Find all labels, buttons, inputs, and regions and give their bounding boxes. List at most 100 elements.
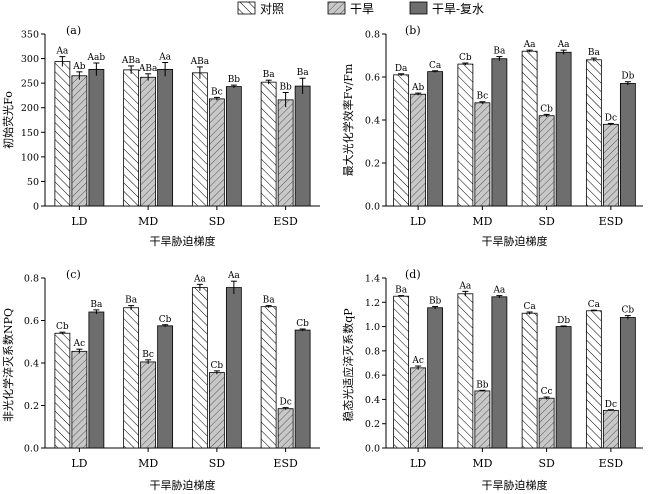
significance-label: Ca bbox=[523, 302, 536, 312]
bar-control bbox=[521, 312, 538, 449]
y-tick-label: 0.4 bbox=[24, 359, 39, 370]
significance-label: Da bbox=[395, 64, 408, 74]
bar-rewater bbox=[427, 307, 444, 449]
bar-drought bbox=[277, 99, 294, 207]
y-tick-label: 0.8 bbox=[365, 346, 380, 357]
significance-label: Cb bbox=[296, 319, 309, 329]
panel-a: 050100150200250300350LDAaAbAabMDABaABaAa… bbox=[1, 24, 320, 248]
y-tick-label: 0.6 bbox=[365, 371, 380, 382]
y-tick-label: 0.8 bbox=[24, 274, 39, 285]
significance-label: Aa bbox=[523, 40, 536, 50]
significance-label: Ba bbox=[125, 296, 138, 306]
y-tick-label: 0.8 bbox=[365, 30, 380, 41]
panel-label: (a) bbox=[66, 24, 81, 37]
legend-label-drought: 干旱 bbox=[350, 2, 374, 16]
bar-drought bbox=[208, 98, 225, 207]
bar-rewater bbox=[294, 85, 311, 207]
bar-control bbox=[123, 69, 140, 207]
significance-label: Ab bbox=[411, 83, 424, 93]
bar-rewater bbox=[157, 68, 174, 207]
bar-rewater bbox=[88, 311, 105, 449]
y-tick-label: 250 bbox=[21, 79, 39, 90]
x-category-label: SD bbox=[538, 457, 555, 470]
y-tick-label: 0.0 bbox=[365, 444, 380, 455]
significance-label: Ca bbox=[429, 61, 442, 71]
bar-control bbox=[585, 310, 602, 449]
y-tick-label: 1.2 bbox=[365, 298, 380, 309]
significance-label: Aa bbox=[492, 286, 505, 296]
y-tick-label: 0.2 bbox=[365, 419, 380, 430]
significance-label: Ab bbox=[72, 62, 85, 72]
x-category-label: ESD bbox=[273, 457, 298, 470]
bar-control bbox=[457, 63, 474, 207]
y-axis-title: 非光化学淬灭系数NPQ bbox=[1, 308, 15, 422]
significance-label: Db bbox=[621, 72, 634, 82]
y-axis-title: 最大光化学效率Fv/Fm bbox=[341, 63, 355, 176]
bar-rewater bbox=[555, 326, 572, 449]
significance-label: Aab bbox=[87, 53, 106, 63]
significance-label: Dc bbox=[279, 398, 291, 408]
bar-drought bbox=[602, 123, 619, 207]
legend-label-control: 对照 bbox=[260, 2, 284, 16]
significance-label: Cc bbox=[541, 387, 553, 397]
y-tick-label: 100 bbox=[21, 152, 39, 163]
significance-label: Cb bbox=[459, 53, 472, 63]
x-axis-title: 干旱胁迫梯度 bbox=[150, 234, 216, 248]
x-category-label: LD bbox=[71, 457, 87, 470]
significance-label: Bb bbox=[279, 82, 292, 92]
panel-label: (c) bbox=[66, 268, 81, 281]
x-category-label: LD bbox=[71, 215, 87, 228]
significance-label: Ba bbox=[493, 47, 506, 57]
bar-rewater bbox=[427, 71, 444, 207]
bar-control bbox=[457, 293, 474, 449]
significance-label: Ac bbox=[73, 339, 86, 349]
x-category-label: LD bbox=[410, 457, 426, 470]
y-tick-label: 50 bbox=[27, 177, 39, 188]
significance-label: ABa bbox=[190, 57, 210, 67]
significance-label: Bc bbox=[477, 92, 489, 102]
bar-drought bbox=[410, 93, 427, 207]
significance-label: Ba bbox=[263, 70, 276, 80]
significance-label: Db bbox=[557, 316, 570, 326]
significance-label: Ba bbox=[90, 300, 103, 310]
x-category-label: LD bbox=[410, 215, 426, 228]
bar-control bbox=[191, 72, 208, 207]
y-tick-label: 1.4 bbox=[365, 274, 380, 285]
x-category-label: MD bbox=[472, 215, 492, 228]
bar-rewater bbox=[619, 83, 636, 207]
bar-drought bbox=[277, 408, 294, 449]
x-axis-title: 干旱胁迫梯度 bbox=[150, 478, 216, 492]
legend-item-drought: 干旱 bbox=[327, 1, 374, 16]
significance-label: ABa bbox=[121, 56, 141, 66]
legend-item-control: 对照 bbox=[237, 1, 284, 16]
significance-label: Ba bbox=[588, 48, 601, 58]
bar-rewater bbox=[88, 68, 105, 207]
significance-label: Aa bbox=[557, 40, 570, 50]
x-category-label: MD bbox=[472, 457, 492, 470]
y-axis-title: 稳态光适应淬灭系数qP bbox=[341, 308, 355, 422]
y-tick-label: 0.6 bbox=[365, 73, 380, 84]
significance-label: Dc bbox=[605, 400, 617, 410]
significance-label: Aa bbox=[158, 53, 171, 63]
significance-label: Aa bbox=[227, 271, 240, 281]
x-axis-title: 干旱胁迫梯度 bbox=[482, 234, 548, 248]
bar-drought bbox=[140, 76, 157, 207]
significance-label: Aa bbox=[458, 281, 471, 291]
significance-label: Ba bbox=[395, 286, 408, 296]
bar-control bbox=[260, 306, 277, 449]
bar-drought bbox=[140, 361, 157, 449]
bar-rewater bbox=[294, 329, 311, 449]
bar-control bbox=[393, 295, 410, 449]
significance-label: Cb bbox=[159, 315, 172, 325]
bar-drought bbox=[71, 350, 88, 449]
significance-label: Bb bbox=[228, 75, 241, 85]
bar-control bbox=[123, 307, 140, 449]
significance-label: Ba bbox=[263, 296, 276, 306]
legend-label-rewater: 干旱-复水 bbox=[432, 2, 484, 16]
x-category-label: SD bbox=[538, 215, 555, 228]
x-category-label: SD bbox=[209, 457, 226, 470]
significance-label: Aa bbox=[55, 47, 68, 57]
panel-label: (d) bbox=[405, 268, 421, 281]
bar-rewater bbox=[491, 58, 508, 207]
